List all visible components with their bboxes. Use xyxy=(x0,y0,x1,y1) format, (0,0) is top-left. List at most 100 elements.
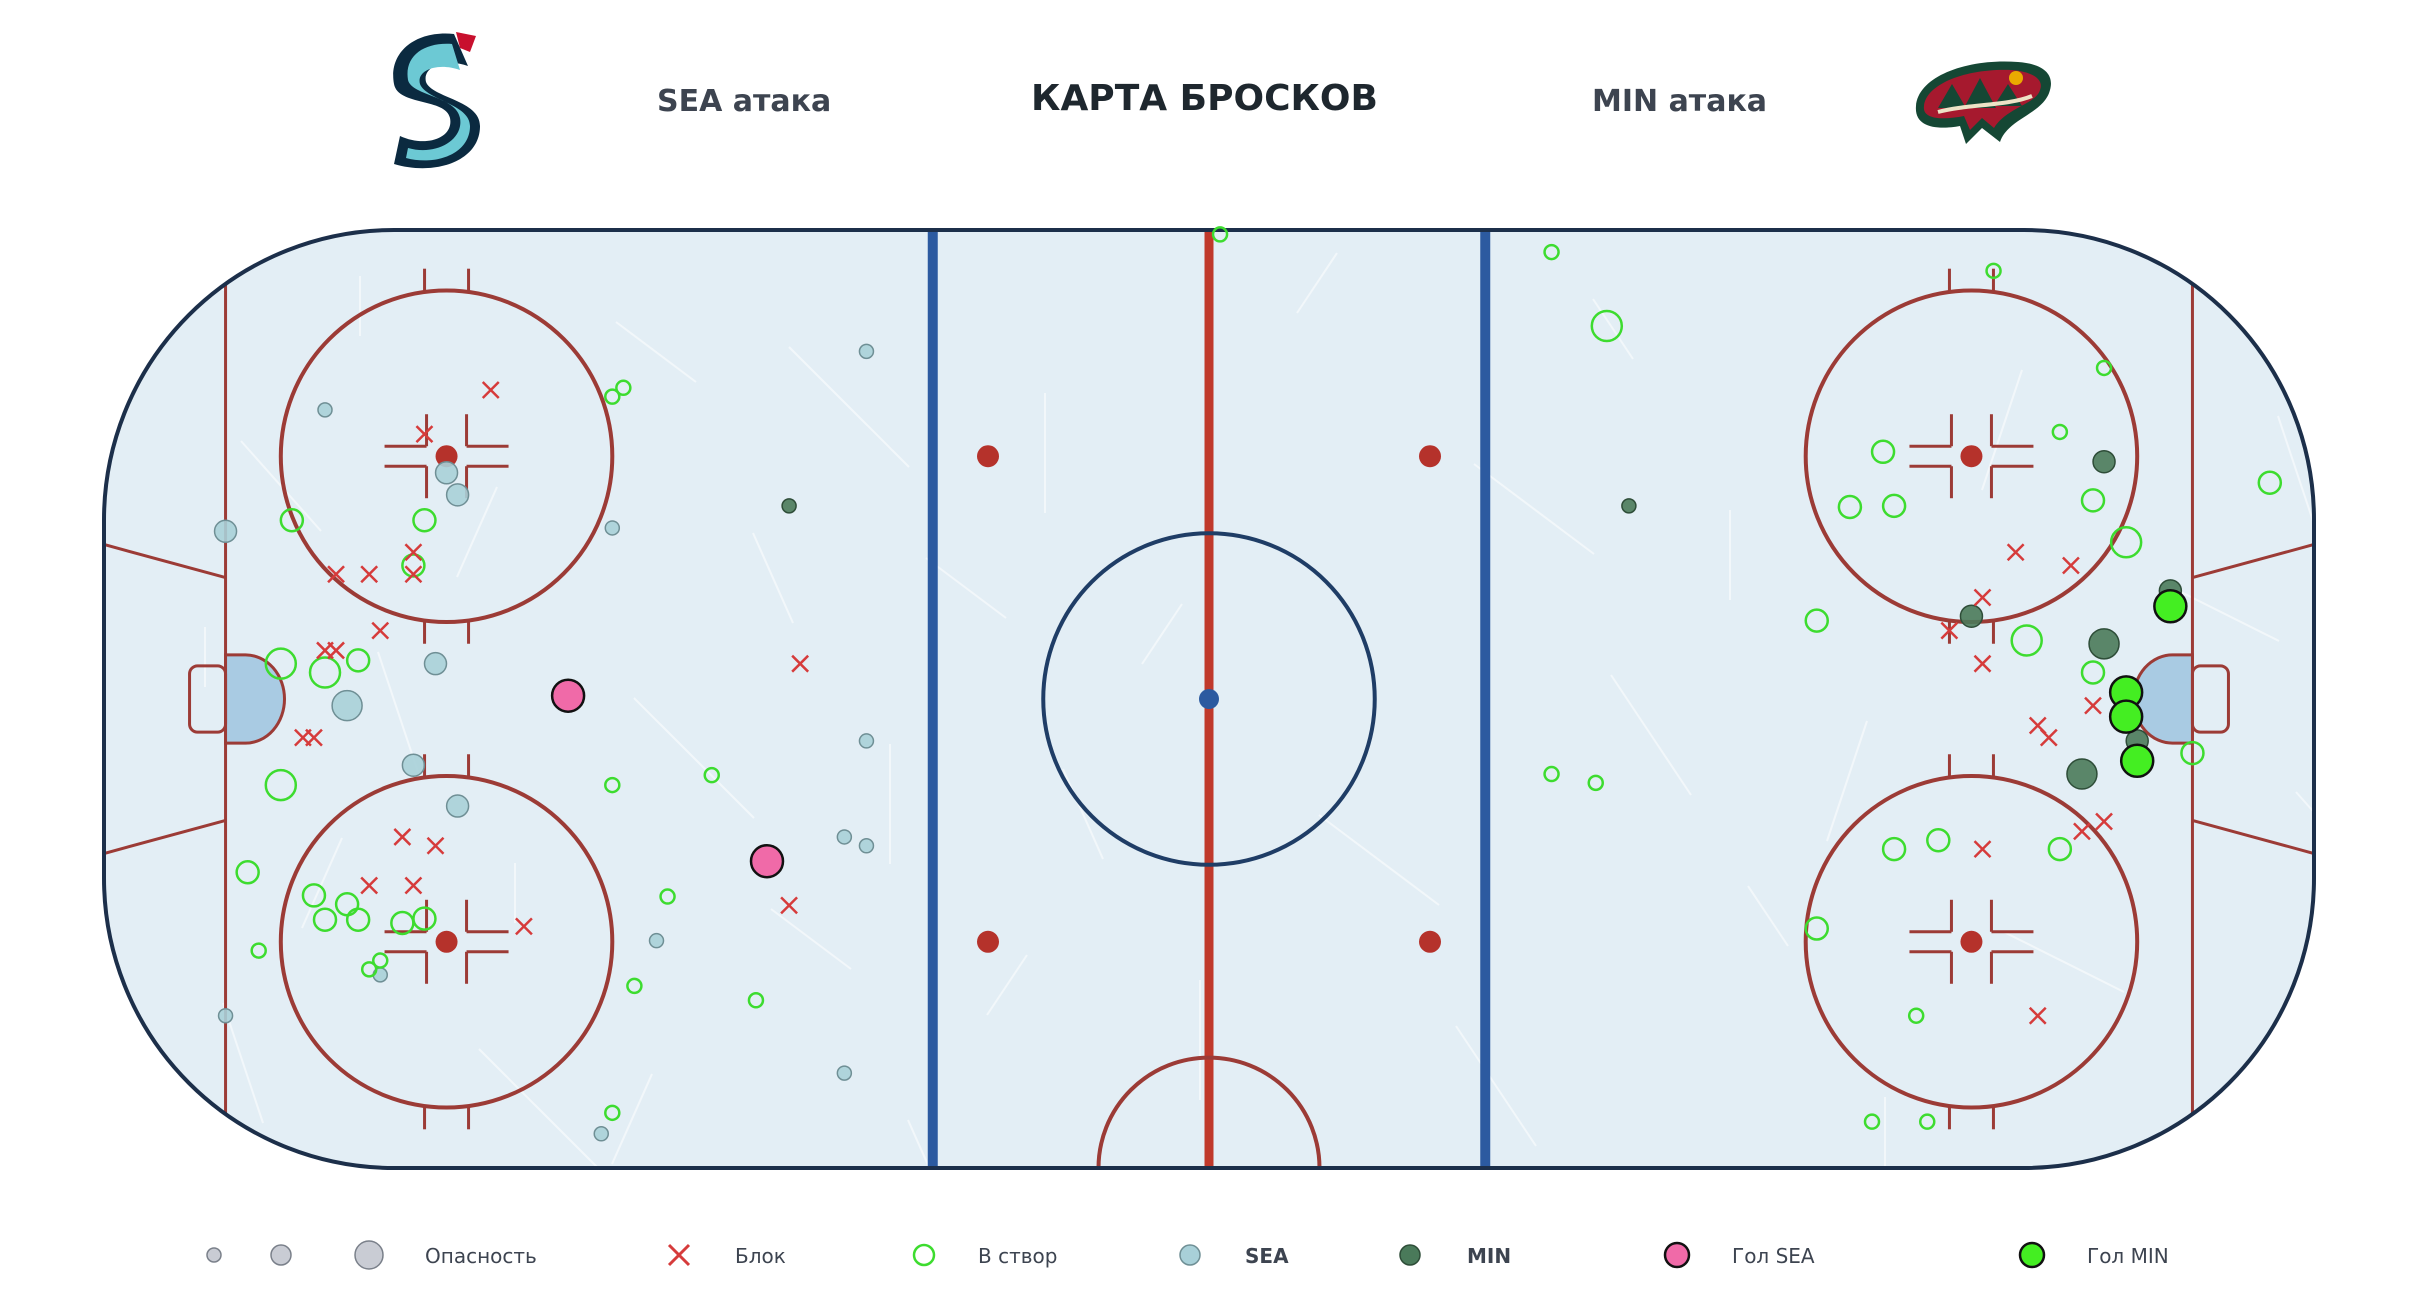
min-shot-point xyxy=(1919,1113,1936,1130)
min-shot-point xyxy=(1211,226,1229,243)
block-mark xyxy=(1973,588,1992,607)
ice-scratch xyxy=(611,1073,653,1165)
rink-boards xyxy=(102,228,2316,1170)
sea-shot-point xyxy=(401,753,426,777)
ice-scratch xyxy=(925,557,1007,619)
ice-scratch xyxy=(1610,674,1692,796)
neutral-faceoff-dot xyxy=(1419,930,1441,953)
min-shot-point xyxy=(2257,470,2283,495)
block-mark xyxy=(404,565,423,584)
sea-shot-point xyxy=(615,379,632,397)
sea-shot-point xyxy=(604,388,621,405)
sea-shot-point xyxy=(331,689,363,722)
min-shot-point xyxy=(1863,1113,1881,1130)
trapezoid-line xyxy=(2192,818,2314,855)
ice-scratch xyxy=(2295,791,2314,883)
trapezoid-line xyxy=(104,543,226,580)
faceoff-dot xyxy=(435,930,458,953)
min-shot-point xyxy=(2051,423,2069,441)
sea-shot-point xyxy=(213,519,238,544)
min-logo-icon xyxy=(1915,61,2051,144)
sea-shot-point xyxy=(372,952,389,969)
min-shot-point xyxy=(1881,493,1907,519)
block-mark xyxy=(2006,543,2025,562)
neutral-faceoff-dot xyxy=(977,930,999,953)
min-shot-point xyxy=(1621,498,1637,514)
min-shot-point xyxy=(2088,628,2120,660)
ice-scratch xyxy=(1318,814,1440,906)
ice-scratch xyxy=(633,697,755,819)
goal-net xyxy=(2190,664,2230,734)
legend-sea-label: SEA xyxy=(1245,1244,1289,1268)
block-mark xyxy=(294,728,312,747)
block-mark xyxy=(1940,621,1959,640)
ice-scratch xyxy=(1473,463,1595,555)
min-shot-point xyxy=(1837,494,1863,520)
legend-on-target-label: В створ xyxy=(978,1244,1058,1268)
block-mark xyxy=(360,565,379,584)
chart-title: КАРТА БРОСКОВ xyxy=(1031,78,1378,119)
sea-shot-point xyxy=(604,520,621,536)
min-shot-point xyxy=(2109,526,2143,559)
trapezoid-line xyxy=(104,818,226,855)
min-shot-point xyxy=(1804,608,1829,633)
block-mark xyxy=(791,654,810,673)
ice-scratch xyxy=(615,321,697,383)
block-mark xyxy=(780,896,798,915)
min-shot-point xyxy=(1959,604,1984,628)
min-shot-point xyxy=(1985,262,2002,280)
sea-shot-point xyxy=(836,1065,853,1081)
sea-shot-point xyxy=(235,860,260,885)
legend-danger-small xyxy=(206,1247,222,1263)
legend-block-icon xyxy=(667,1243,691,1267)
min-shot-point xyxy=(1804,916,1829,941)
min-shot-point xyxy=(2095,359,2113,377)
ice-scratch xyxy=(456,486,498,578)
ice-scratch xyxy=(222,1002,264,1124)
ice-scratch xyxy=(788,346,910,468)
block-mark xyxy=(426,836,445,855)
sea-shot-point xyxy=(301,883,327,908)
sea-shot-point xyxy=(345,907,371,932)
center-circle xyxy=(1041,531,1377,867)
sea-shot-point xyxy=(412,906,437,931)
min-shot-point xyxy=(1907,1007,1925,1024)
goal-min-point xyxy=(2108,699,2144,734)
min-shot-point xyxy=(2080,488,2106,513)
goal-min-point xyxy=(2119,743,2155,779)
legend-block-label: Блок xyxy=(735,1244,786,1268)
faceoff-dot xyxy=(1960,930,1983,953)
min-shot-point xyxy=(2180,740,2205,766)
ice-scratch xyxy=(770,908,852,970)
block-mark xyxy=(1973,840,1992,858)
block-mark xyxy=(404,543,423,562)
sea-logo-icon xyxy=(393,32,480,169)
goal-crease xyxy=(224,653,286,745)
sea-shot-point xyxy=(217,1007,234,1024)
legend: Опасность Блок В створ SEA MIN Гол SEA Г… xyxy=(0,1230,2409,1280)
ice-scratch xyxy=(104,230,225,291)
sea-shot-point xyxy=(858,733,875,749)
shots-layer xyxy=(213,226,2283,1142)
ice-scratch xyxy=(478,1048,600,1168)
legend-danger-large xyxy=(354,1240,384,1270)
min-shot-point xyxy=(2080,660,2106,685)
goal-sea-point xyxy=(749,843,785,879)
sea-shot-point xyxy=(264,647,298,680)
neutral-faceoff-dot xyxy=(977,445,999,468)
sea-shot-point xyxy=(593,1126,609,1142)
sea-shot-point xyxy=(423,651,448,676)
sea-shot-point xyxy=(434,461,459,485)
sea-shot-point xyxy=(317,402,333,418)
ice-scratch xyxy=(2003,931,2125,993)
block-mark xyxy=(327,565,345,584)
ice-scratch xyxy=(1747,885,1789,947)
ice-scratch xyxy=(2277,415,2314,537)
sea-shot-point xyxy=(604,776,621,794)
block-mark xyxy=(481,381,500,399)
ice-scratch xyxy=(2140,1142,2222,1168)
min-shot-point xyxy=(2092,449,2116,474)
sea-shot-point xyxy=(858,343,875,360)
block-mark xyxy=(404,876,423,895)
legend-sea-icon xyxy=(1179,1244,1201,1266)
